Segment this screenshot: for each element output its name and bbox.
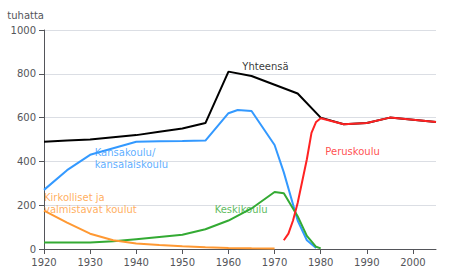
svg-text:valmistavat koulut: valmistavat koulut (44, 204, 137, 215)
svg-text:1970: 1970 (262, 257, 287, 268)
svg-text:1920: 1920 (31, 257, 56, 268)
svg-text:1990: 1990 (354, 257, 379, 268)
svg-text:600: 600 (17, 112, 36, 123)
svg-text:1940: 1940 (124, 257, 149, 268)
svg-text:Yhteensä: Yhteensä (241, 61, 288, 72)
svg-text:1960: 1960 (216, 257, 241, 268)
svg-text:Kirkolliset ja: Kirkolliset ja (44, 192, 105, 203)
svg-text:1000: 1000 (11, 25, 36, 36)
svg-text:1980: 1980 (308, 257, 333, 268)
svg-text:0: 0 (30, 244, 36, 255)
svg-text:1930: 1930 (77, 257, 102, 268)
svg-text:kansalaiskoulu: kansalaiskoulu (95, 159, 168, 170)
svg-text:400: 400 (17, 156, 36, 167)
svg-text:Peruskoulu: Peruskoulu (325, 146, 380, 157)
svg-text:1950: 1950 (170, 257, 195, 268)
svg-text:2000: 2000 (400, 257, 425, 268)
svg-text:Keskikoulu: Keskikoulu (214, 203, 268, 215)
svg-text:800: 800 (17, 68, 36, 79)
svg-text:200: 200 (17, 200, 36, 211)
svg-text:tuhatta: tuhatta (7, 10, 44, 21)
svg-text:Kansakoulu/: Kansakoulu/ (95, 147, 156, 158)
